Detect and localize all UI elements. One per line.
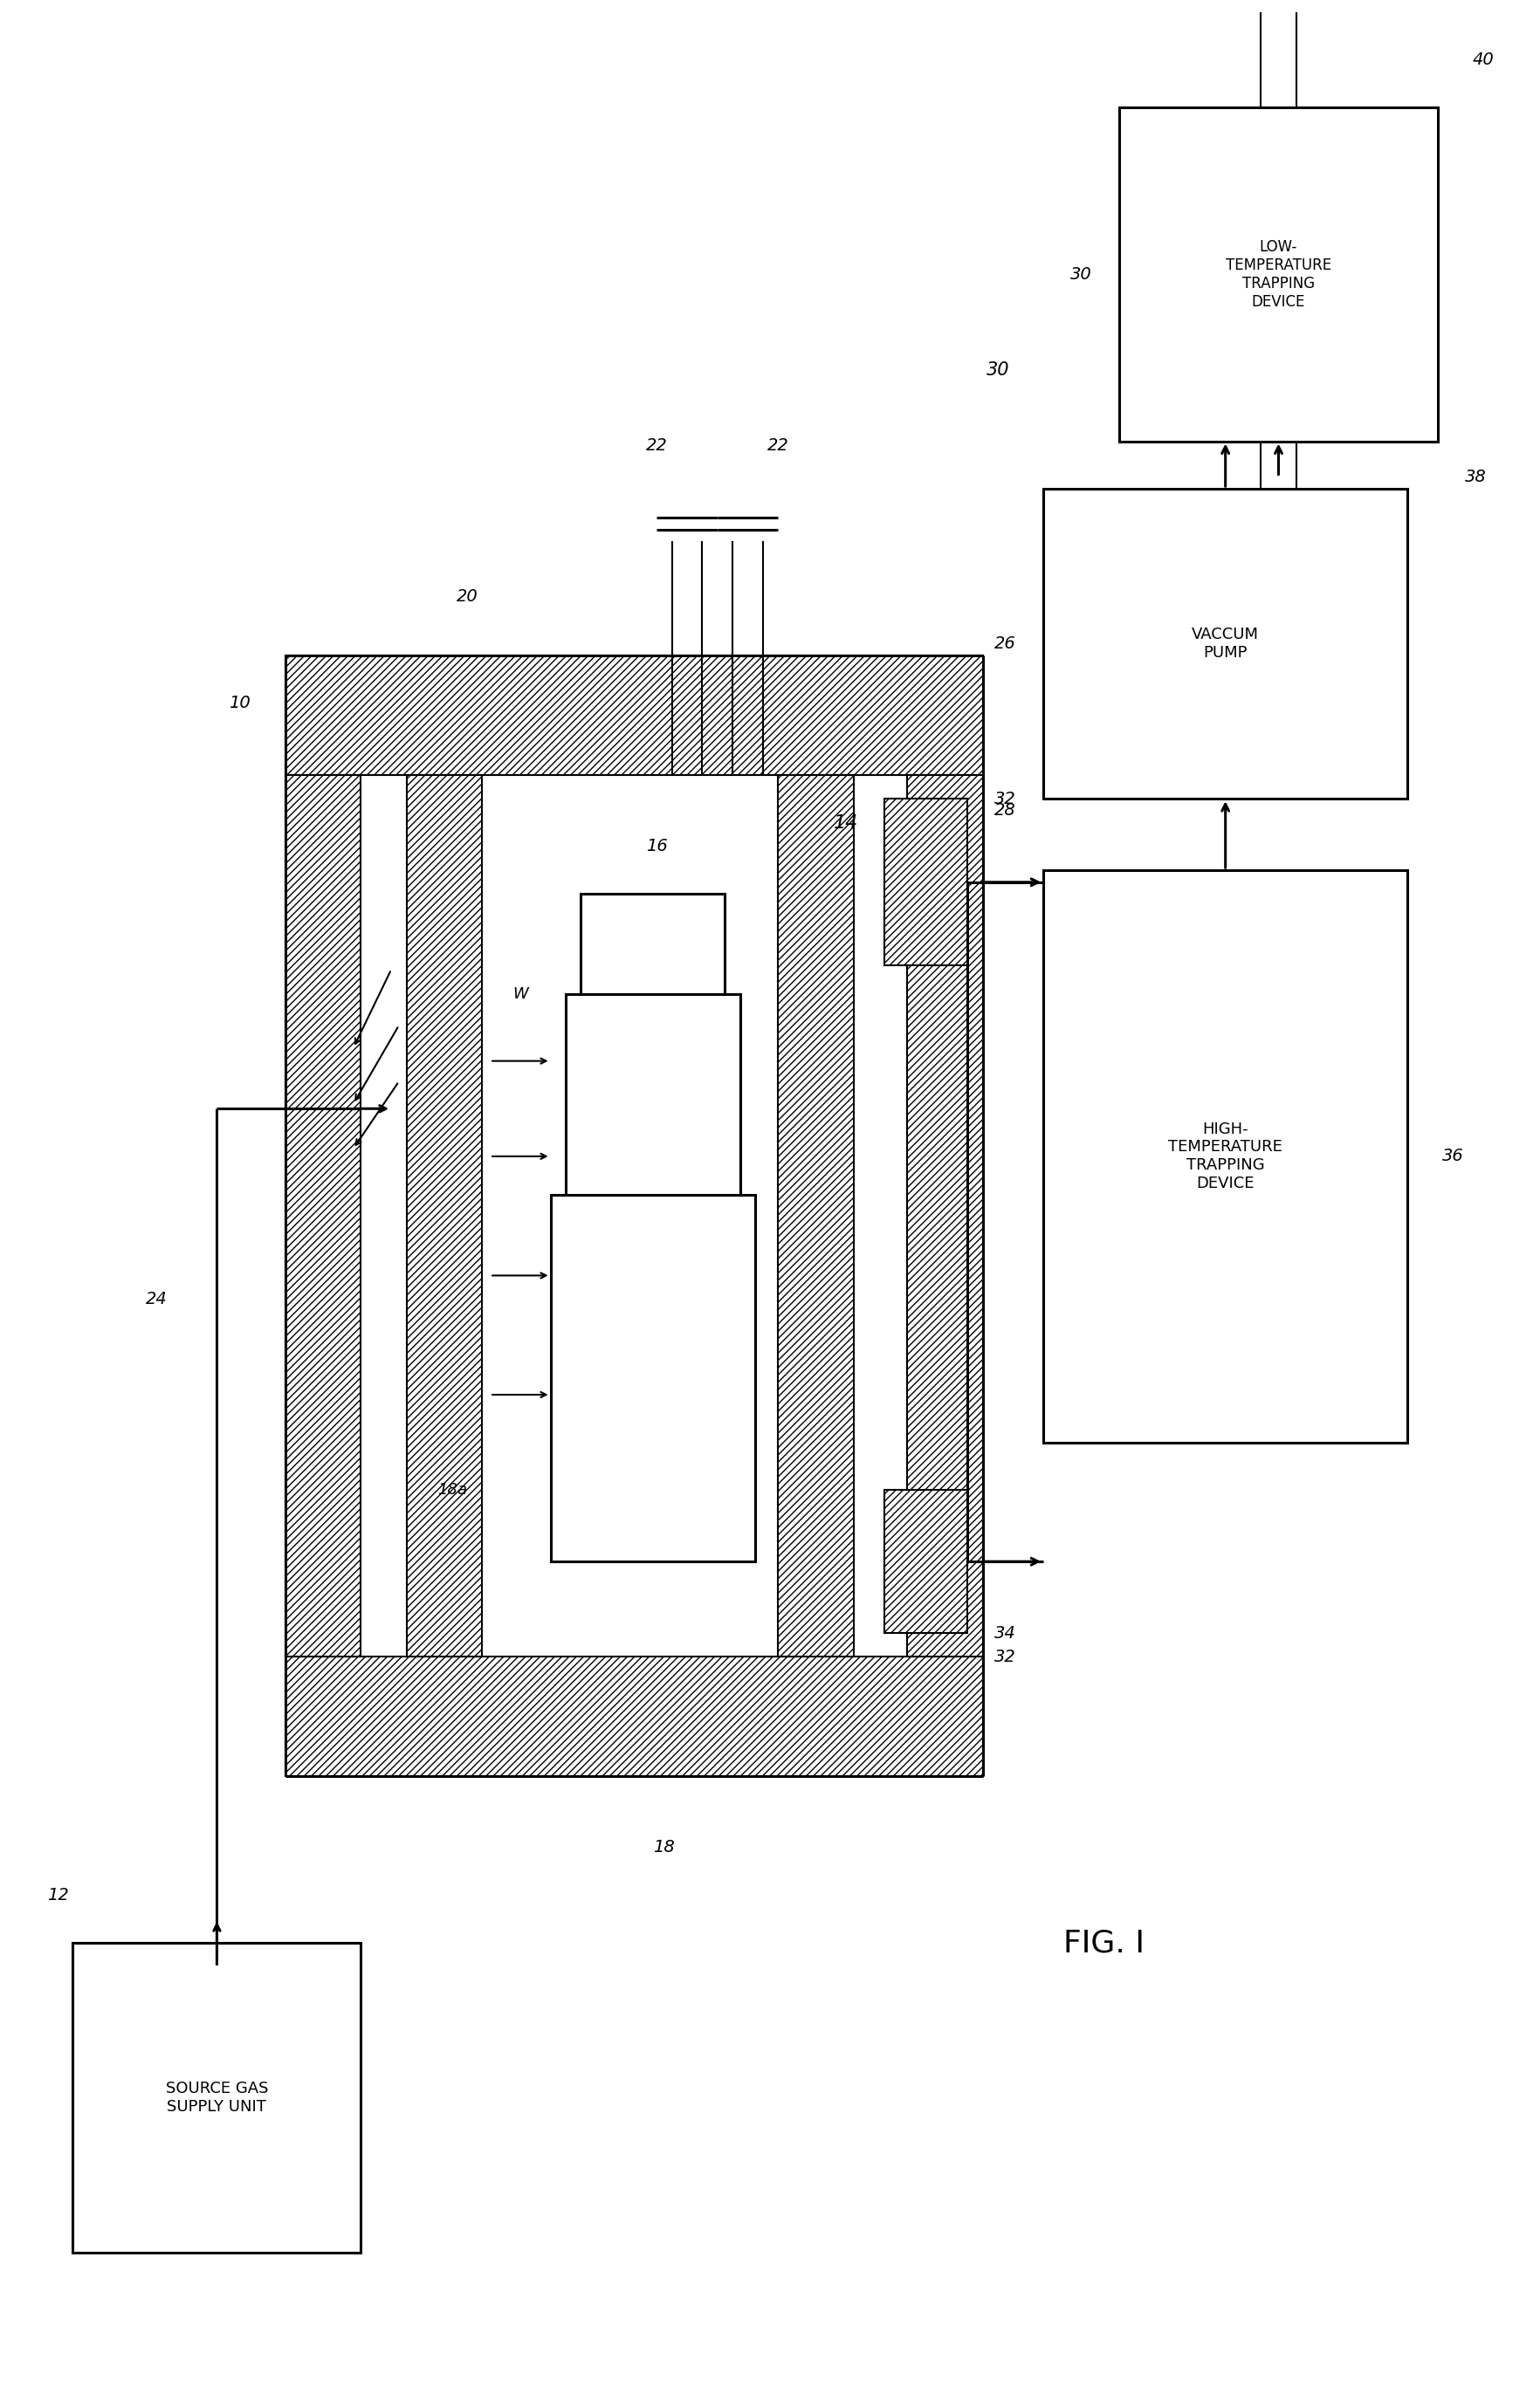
Text: 26: 26: [995, 636, 1016, 653]
Text: HIGH-
TEMPERATURE
TRAPPING
DEVICE: HIGH- TEMPERATURE TRAPPING DEVICE: [1167, 1122, 1281, 1192]
Bar: [72, 1943, 360, 2254]
Text: LOW-
TEMPERATURE
TRAPPING
DEVICE: LOW- TEMPERATURE TRAPPING DEVICE: [1224, 238, 1331, 308]
Bar: [907, 775, 983, 1657]
Text: 14: 14: [833, 814, 858, 831]
Text: 20: 20: [456, 588, 477, 604]
Bar: [285, 1657, 983, 1777]
Bar: [1118, 108, 1437, 441]
Text: 28: 28: [995, 802, 1016, 819]
Text: SOURCE GAS
SUPPLY UNIT: SOURCE GAS SUPPLY UNIT: [165, 2081, 268, 2114]
Text: 30: 30: [1070, 265, 1092, 282]
Text: 12: 12: [46, 1888, 68, 1905]
Text: VACCUM
PUMP: VACCUM PUMP: [1190, 626, 1258, 660]
Text: 36: 36: [1441, 1149, 1463, 1165]
Text: 10: 10: [228, 696, 251, 713]
Bar: [778, 775, 853, 1657]
Text: 18: 18: [653, 1840, 675, 1857]
Text: 30: 30: [986, 361, 1009, 378]
Text: FIG. I: FIG. I: [1063, 1929, 1144, 1958]
Bar: [1043, 489, 1406, 799]
Bar: [285, 775, 360, 1657]
Bar: [581, 893, 724, 995]
Bar: [407, 775, 482, 1657]
Bar: [565, 995, 739, 1194]
Text: 22: 22: [645, 438, 667, 455]
Text: 38: 38: [1465, 470, 1486, 486]
Bar: [884, 1491, 967, 1633]
Text: 34: 34: [995, 1625, 1016, 1642]
Text: 16: 16: [645, 838, 667, 855]
Bar: [884, 799, 967, 966]
Text: W: W: [513, 987, 528, 1002]
Bar: [360, 775, 907, 1657]
Bar: [285, 655, 983, 775]
Text: 32: 32: [995, 790, 1016, 807]
Text: 40: 40: [1472, 51, 1494, 67]
Text: 24: 24: [145, 1291, 166, 1308]
Text: 22: 22: [767, 438, 788, 455]
Text: 32: 32: [995, 1649, 1016, 1666]
Bar: [1043, 869, 1406, 1442]
Text: 18a: 18a: [437, 1483, 467, 1498]
Bar: [550, 1194, 755, 1560]
